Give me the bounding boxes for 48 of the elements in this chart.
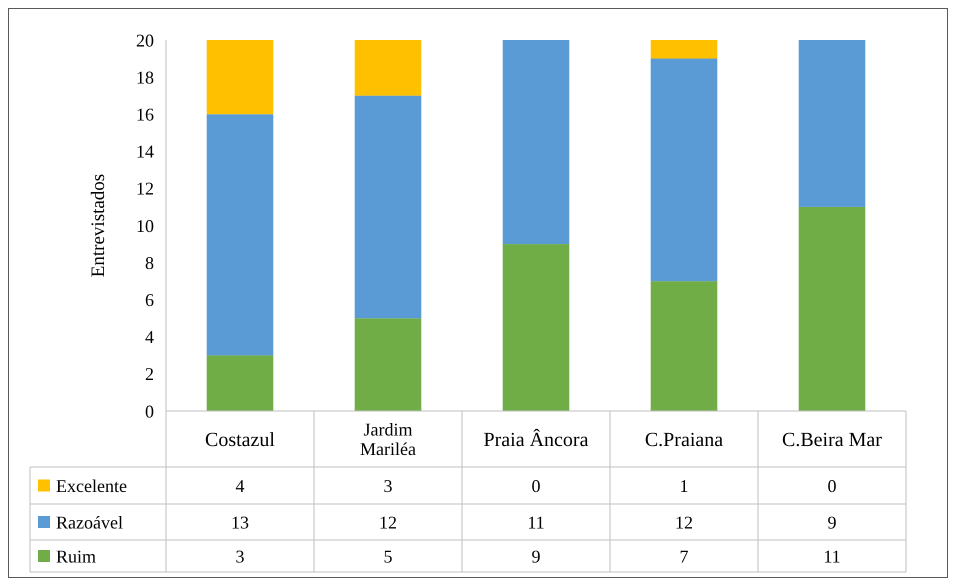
data-label: 4 bbox=[236, 476, 244, 496]
legend-label: Ruim bbox=[56, 546, 96, 566]
bar bbox=[354, 40, 422, 96]
bar bbox=[650, 58, 718, 282]
data-label: 0 bbox=[532, 476, 540, 496]
legend-label: Excelente bbox=[56, 476, 127, 496]
y-tick-label: 0 bbox=[145, 401, 154, 422]
data-label: 12 bbox=[379, 512, 397, 532]
bar bbox=[502, 244, 570, 411]
data-label: 7 bbox=[680, 546, 688, 566]
y-tick-label: 2 bbox=[145, 364, 154, 384]
x-tick-label: C.Praiana bbox=[644, 429, 724, 451]
bar bbox=[798, 206, 866, 411]
bar bbox=[206, 355, 274, 411]
data-label: 9 bbox=[532, 546, 540, 566]
bar bbox=[502, 40, 570, 244]
x-tick-label: Costazul bbox=[205, 429, 276, 451]
data-label: 3 bbox=[384, 476, 392, 496]
y-tick-label: 14 bbox=[136, 142, 154, 162]
data-label: 1 bbox=[680, 476, 688, 496]
x-tick-label: Jardim Mariléa bbox=[360, 419, 416, 460]
y-tick-label: 16 bbox=[136, 104, 154, 124]
data-label: 12 bbox=[675, 512, 693, 532]
bar bbox=[650, 281, 718, 411]
bar bbox=[650, 40, 718, 59]
y-tick-label: 6 bbox=[145, 290, 154, 310]
data-label: 9 bbox=[828, 512, 836, 532]
legend-label: Razoável bbox=[56, 512, 123, 532]
x-tick-label: Praia Âncora bbox=[484, 428, 589, 451]
data-label: 0 bbox=[828, 476, 836, 496]
x-tick-label: C.Beira Mar bbox=[782, 429, 882, 451]
data-label: 11 bbox=[823, 546, 841, 566]
bar bbox=[206, 114, 274, 356]
y-tick-label: 10 bbox=[136, 216, 154, 236]
bar bbox=[354, 318, 422, 411]
data-label: 11 bbox=[527, 512, 545, 532]
y-tick-label: 8 bbox=[145, 252, 154, 273]
y-axis-title: Entrevistados bbox=[88, 174, 109, 278]
y-tick-label: 4 bbox=[145, 327, 154, 348]
bar bbox=[206, 40, 274, 114]
bar bbox=[798, 40, 866, 207]
data-label: 13 bbox=[231, 512, 249, 532]
y-tick-label: 20 bbox=[136, 30, 154, 50]
y-tick-label: 12 bbox=[136, 178, 154, 199]
y-tick-label: 18 bbox=[136, 67, 154, 88]
bar bbox=[354, 96, 422, 318]
data-label: 3 bbox=[236, 546, 244, 566]
data-label: 5 bbox=[384, 546, 392, 566]
